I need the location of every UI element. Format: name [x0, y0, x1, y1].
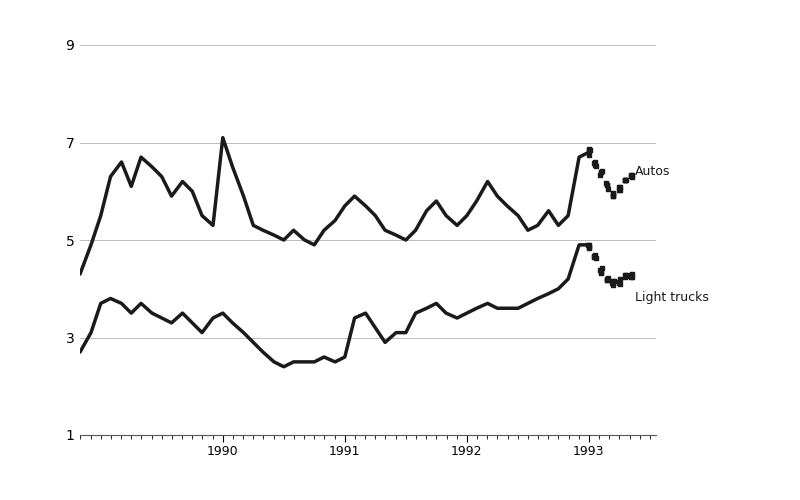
Point	[582, 244, 595, 252]
Point	[618, 271, 631, 279]
Text: Light trucks: Light trucks	[635, 291, 709, 304]
Point	[582, 242, 595, 250]
Point	[601, 180, 614, 188]
Point	[600, 179, 613, 187]
Point	[625, 172, 638, 179]
Point	[625, 171, 638, 179]
Point	[602, 184, 614, 192]
Point	[588, 251, 601, 259]
Point	[614, 186, 626, 194]
Point	[624, 272, 637, 280]
Point	[594, 171, 606, 179]
Point	[588, 252, 601, 260]
Point	[583, 146, 596, 154]
Point	[625, 272, 638, 280]
Point	[619, 176, 632, 184]
Point	[613, 280, 626, 287]
Point	[583, 151, 596, 159]
Point	[595, 264, 608, 272]
Point	[618, 176, 631, 184]
Point	[620, 272, 633, 280]
Point	[619, 271, 632, 279]
Point	[606, 192, 619, 200]
Point	[594, 268, 607, 276]
Point	[614, 182, 626, 190]
Point	[590, 162, 602, 170]
Point	[595, 167, 608, 175]
Point	[626, 270, 638, 278]
Point	[614, 274, 626, 282]
Point	[595, 168, 608, 175]
Point	[613, 278, 626, 285]
Point	[600, 276, 613, 284]
Point	[588, 160, 601, 168]
Point	[601, 274, 614, 282]
Point	[594, 266, 607, 274]
Point	[618, 273, 631, 281]
Point	[607, 192, 620, 200]
Point	[583, 146, 596, 154]
Point	[606, 190, 619, 198]
Point	[625, 172, 638, 180]
Point	[601, 276, 614, 284]
Point	[608, 276, 621, 284]
Point	[600, 276, 613, 283]
Point	[606, 188, 619, 196]
Point	[614, 280, 626, 288]
Point	[618, 176, 631, 184]
Text: Autos: Autos	[635, 165, 670, 178]
Point	[600, 181, 613, 189]
Point	[589, 158, 602, 166]
Point	[582, 145, 595, 153]
Point	[626, 173, 638, 181]
Point	[606, 282, 619, 290]
Point	[582, 243, 595, 251]
Point	[606, 277, 619, 285]
Point	[595, 268, 608, 276]
Point	[613, 186, 626, 194]
Point	[582, 242, 595, 250]
Point	[588, 161, 601, 169]
Point	[606, 278, 619, 286]
Point	[626, 274, 638, 281]
Point	[618, 176, 631, 184]
Point	[613, 182, 626, 190]
Point	[590, 254, 602, 262]
Point	[594, 168, 607, 176]
Point	[588, 252, 601, 260]
